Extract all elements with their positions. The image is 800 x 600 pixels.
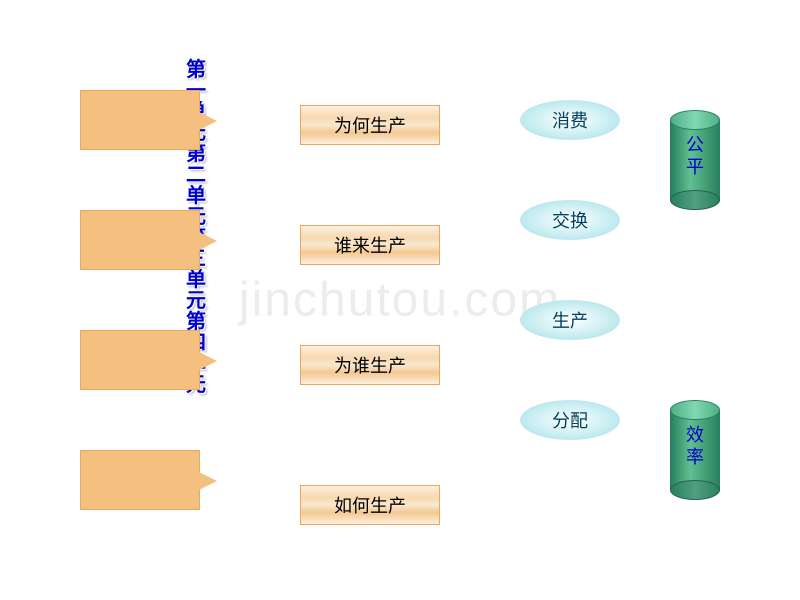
unit-char: 元 xyxy=(186,291,206,312)
center-box-who: 谁来生产 xyxy=(300,225,440,265)
cylinder-bottom xyxy=(670,190,720,210)
cylinder-top xyxy=(670,110,720,130)
ellipse-exchange: 交换 xyxy=(520,200,620,240)
ellipse-produce: 生产 xyxy=(520,300,620,340)
watermark: jinchutou.com xyxy=(239,273,561,328)
unit-char: 单 xyxy=(186,186,206,207)
callout-box-4 xyxy=(80,450,200,510)
unit-char: 第 xyxy=(186,60,206,81)
callout-box-1 xyxy=(80,90,200,150)
callout-box-2 xyxy=(80,210,200,270)
center-box-for-whom: 为谁生产 xyxy=(300,345,440,385)
cylinder-top xyxy=(670,400,720,420)
center-box-how: 如何生产 xyxy=(300,485,440,525)
cylinder-efficiency: 效 率 xyxy=(670,400,720,500)
callout-box-3 xyxy=(80,330,200,390)
cyl-char: 平 xyxy=(670,157,720,179)
unit-char: 单 xyxy=(186,270,206,291)
cyl-char: 公 xyxy=(670,135,720,157)
cyl-char: 率 xyxy=(670,447,720,469)
ellipse-consume: 消费 xyxy=(520,100,620,140)
cylinder-bottom xyxy=(670,480,720,500)
unit-char: 二 xyxy=(186,165,206,186)
center-box-why: 为何生产 xyxy=(300,105,440,145)
ellipse-distribute: 分配 xyxy=(520,400,620,440)
cyl-char: 效 xyxy=(670,425,720,447)
cylinder-label-efficiency: 效 率 xyxy=(670,425,720,468)
cylinder-label-fair: 公 平 xyxy=(670,135,720,178)
cylinder-fair: 公 平 xyxy=(670,110,720,210)
